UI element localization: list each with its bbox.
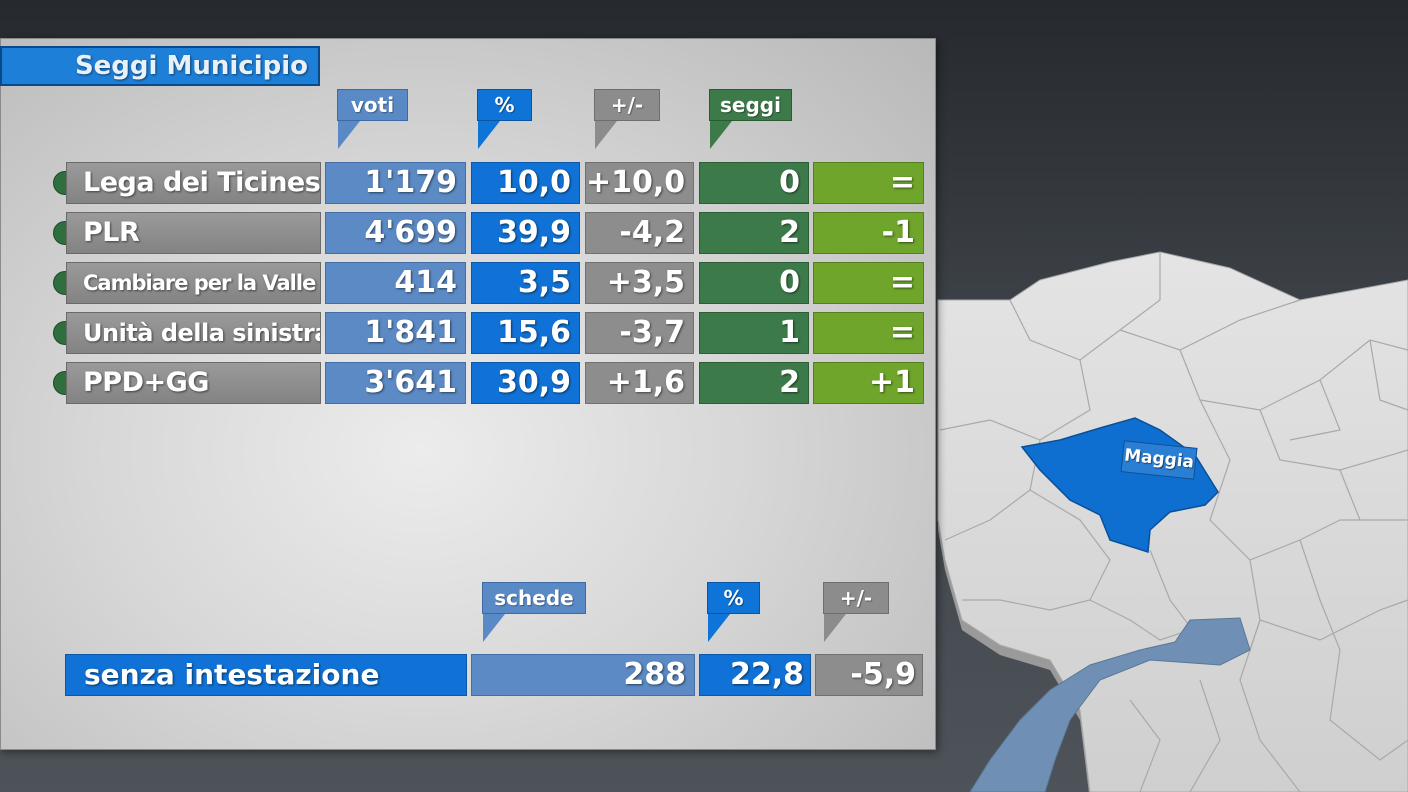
header-pct-label: %	[494, 93, 515, 117]
party-seggi: 0	[699, 162, 809, 204]
party-diff: +1,6	[585, 362, 694, 404]
party-name: PPD+GG	[66, 362, 321, 404]
party-row-sinistra: Unità della sinistra 1'841 15,6 -3,7 1 =	[52, 312, 924, 354]
header-voti: voti	[337, 89, 408, 149]
header-seggi: seggi	[709, 89, 792, 149]
header-diff-label: +/-	[610, 93, 644, 117]
party-name: Lega dei Ticinesi	[66, 162, 321, 204]
party-seggi: 2	[699, 212, 809, 254]
header-bottom-pct: %	[707, 582, 760, 642]
header-seggi-pointer	[710, 121, 732, 149]
senza-pct: 22,8	[699, 654, 811, 696]
municipality-borders	[939, 252, 1408, 792]
party-seggi: 2	[699, 362, 809, 404]
senza-diff: -5,9	[815, 654, 923, 696]
party-row-lega: Lega dei Ticinesi 1'179 10,0 +10,0 0 =	[52, 162, 924, 204]
header-pct: %	[477, 89, 532, 149]
party-name: Cambiare per la Valle	[66, 262, 321, 304]
party-voti: 1'841	[325, 312, 466, 354]
party-pct: 15,6	[471, 312, 580, 354]
senza-schede: 288	[471, 654, 695, 696]
header-bottom-diff-label: +/-	[839, 586, 873, 610]
party-voti: 1'179	[325, 162, 466, 204]
header-schede-label: schede	[494, 586, 574, 610]
party-seat-change: =	[813, 312, 924, 354]
party-pct: 39,9	[471, 212, 580, 254]
party-seat-change: =	[813, 262, 924, 304]
header-schede-pointer	[483, 614, 505, 642]
map-land	[937, 251, 1408, 792]
party-seggi: 0	[699, 262, 809, 304]
party-seat-change: =	[813, 162, 924, 204]
header-seggi-label: seggi	[720, 93, 781, 117]
party-pct: 10,0	[471, 162, 580, 204]
party-pct: 3,5	[471, 262, 580, 304]
senza-label: senza intestazione	[65, 654, 467, 696]
party-diff: +3,5	[585, 262, 694, 304]
party-row-ppd: PPD+GG 3'641 30,9 +1,6 2 +1	[52, 362, 924, 404]
party-voti: 3'641	[325, 362, 466, 404]
party-seat-change: -1	[813, 212, 924, 254]
party-diff: -4,2	[585, 212, 694, 254]
party-voti: 414	[325, 262, 466, 304]
party-row-cambiare: Cambiare per la Valle 414 3,5 +3,5 0 =	[52, 262, 924, 304]
party-pct: 30,9	[471, 362, 580, 404]
party-diff: +10,0	[585, 162, 694, 204]
party-name: Unità della sinistra	[66, 312, 321, 354]
party-voti: 4'699	[325, 212, 466, 254]
header-bottom-diff: +/-	[823, 582, 889, 642]
header-bottom-diff-pointer	[824, 614, 846, 642]
header-pct-pointer	[478, 121, 500, 149]
header-schede: schede	[482, 582, 586, 642]
senza-intestazione-row: senza intestazione 288 22,8 -5,9	[65, 654, 923, 696]
header-bottom-pct-label: %	[723, 586, 744, 610]
party-seat-change: +1	[813, 362, 924, 404]
header-voti-label: voti	[350, 93, 395, 117]
page-title: Seggi Municipio	[0, 46, 320, 86]
party-seggi: 1	[699, 312, 809, 354]
party-name: PLR	[66, 212, 321, 254]
party-row-plr: PLR 4'699 39,9 -4,2 2 -1	[52, 212, 924, 254]
lake	[969, 617, 1251, 792]
header-voti-pointer	[338, 121, 360, 149]
header-diff-pointer	[595, 121, 617, 149]
header-diff: +/-	[594, 89, 660, 149]
header-bottom-pct-pointer	[708, 614, 730, 642]
party-diff: -3,7	[585, 312, 694, 354]
